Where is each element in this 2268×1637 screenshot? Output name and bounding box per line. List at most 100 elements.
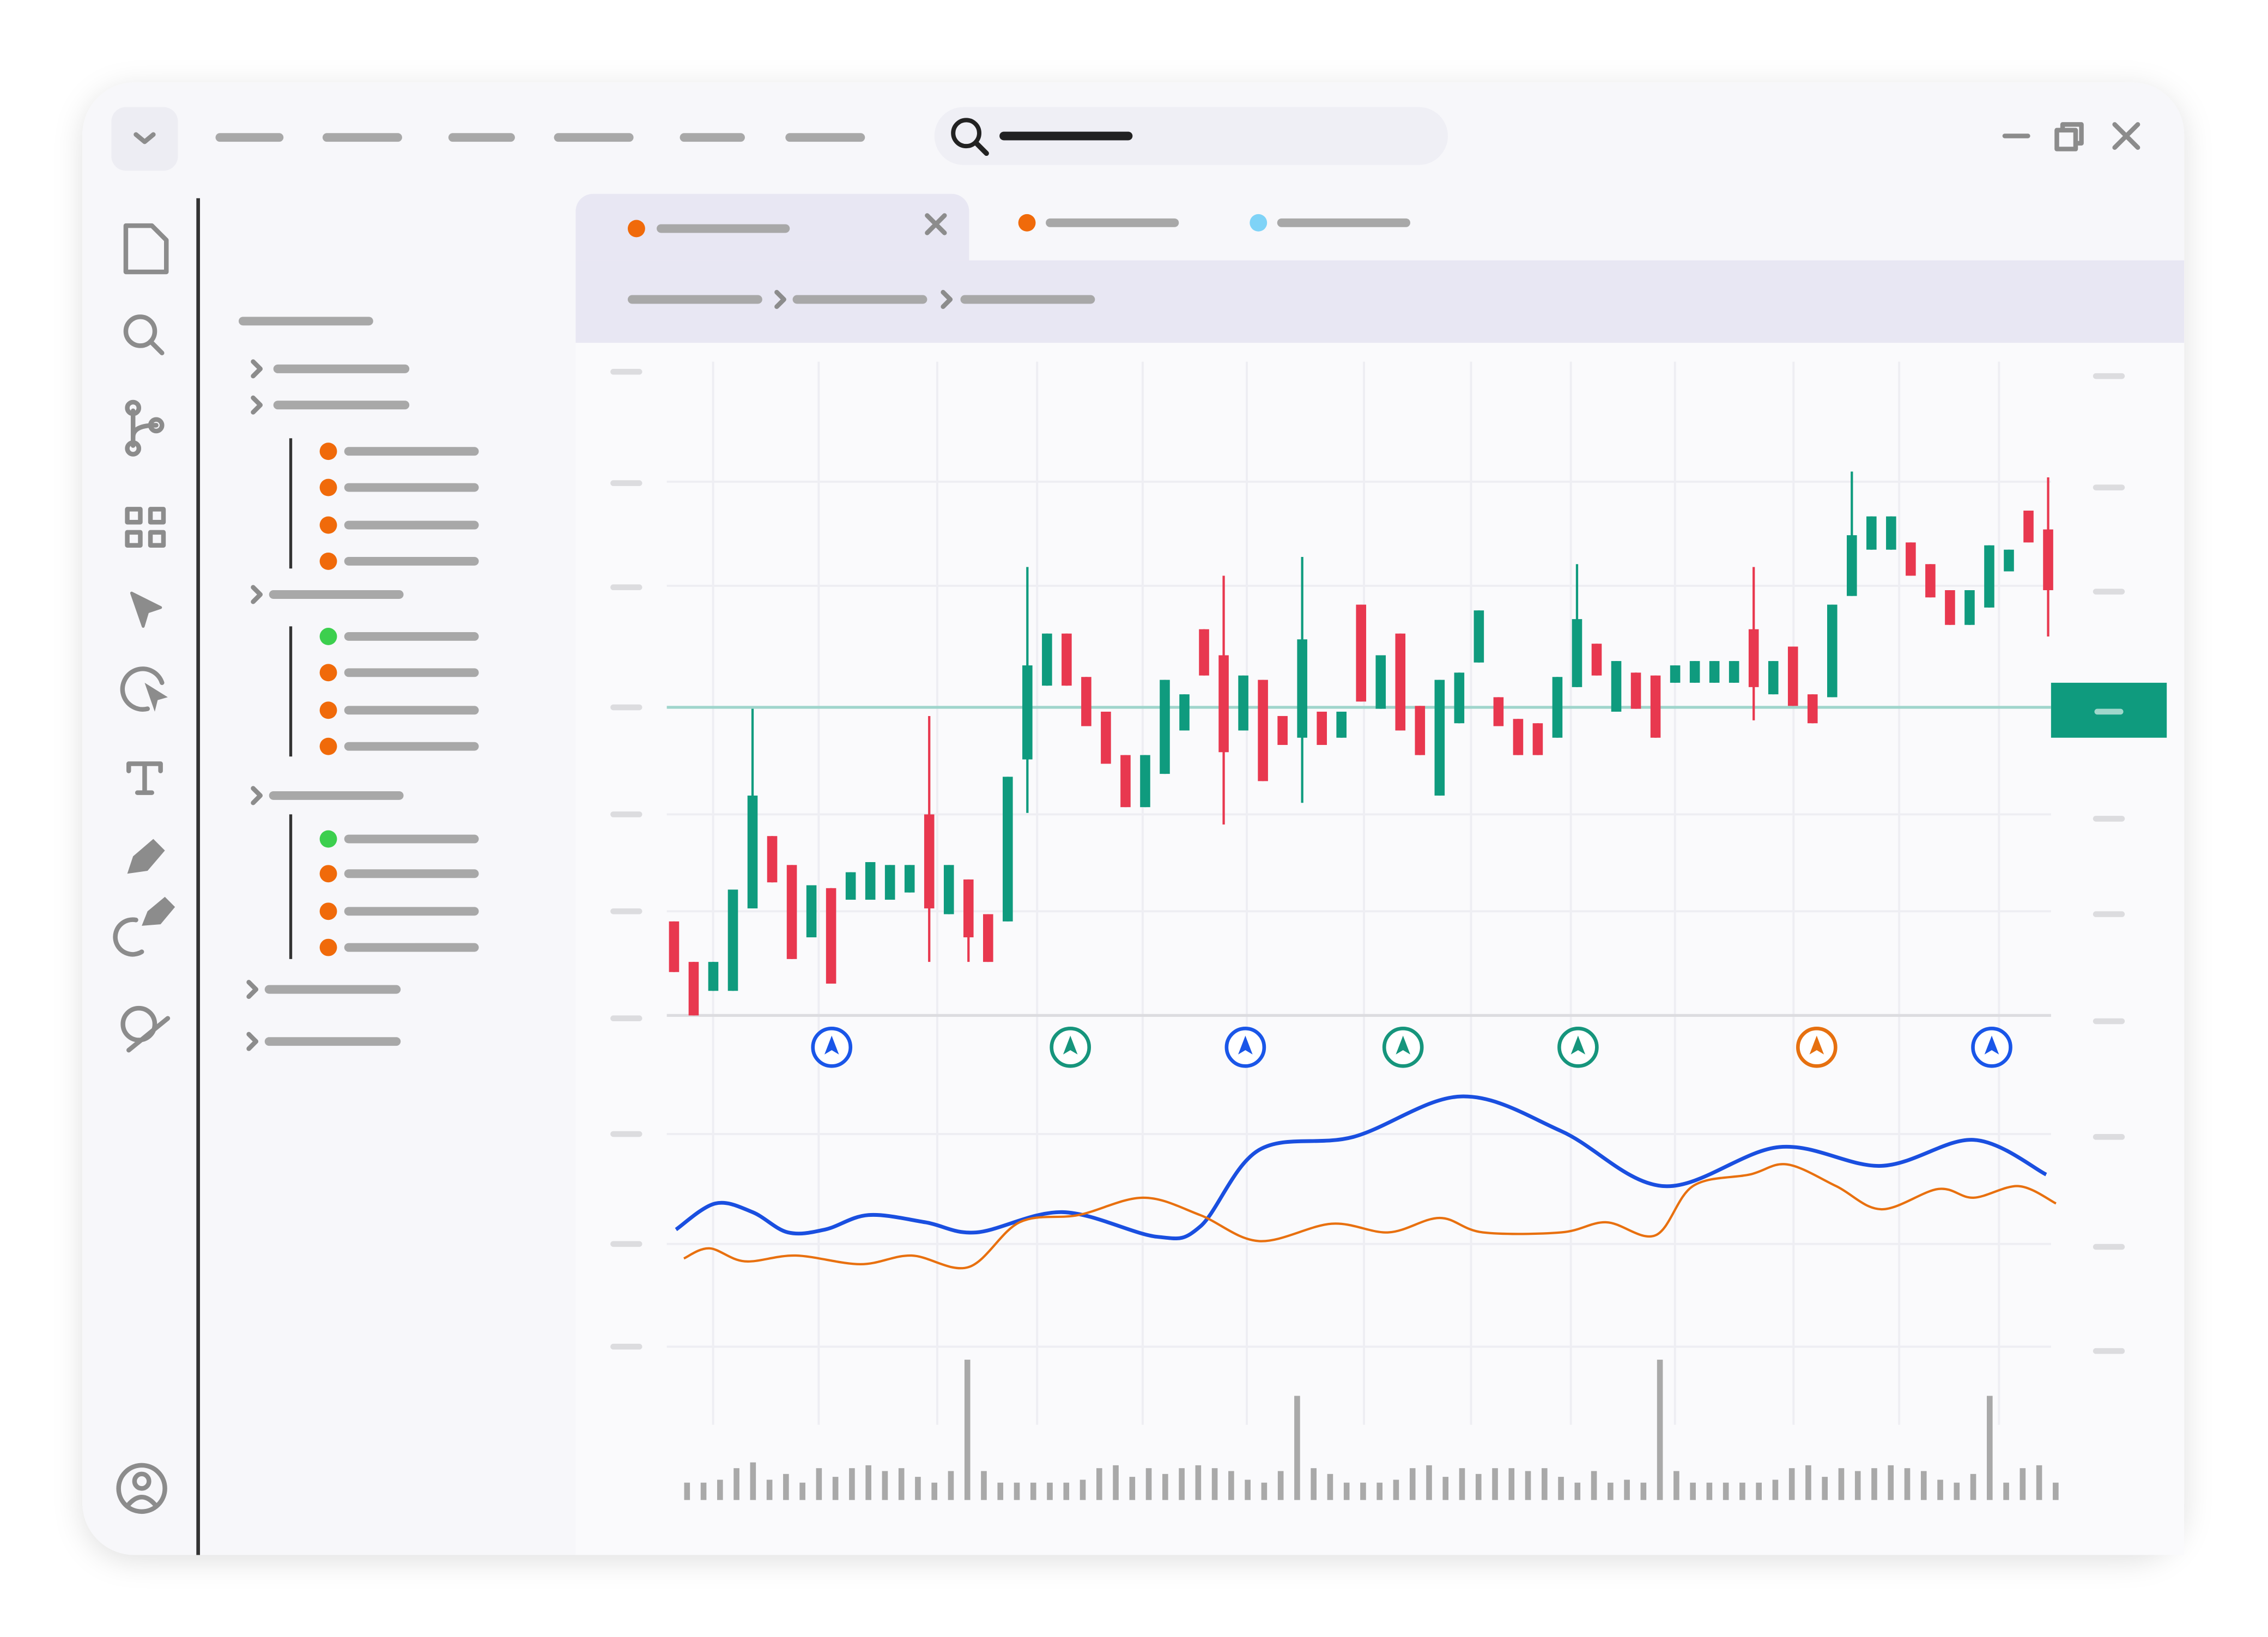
- volume-bar: [1360, 1482, 1366, 1500]
- volume-bar: [2036, 1465, 2042, 1500]
- volume-bar: [1014, 1482, 1020, 1500]
- candle-body: [1218, 655, 1229, 753]
- volume-bar: [1970, 1474, 1976, 1500]
- lasso-icon[interactable]: [120, 666, 165, 712]
- search-tool[interactable]: [123, 314, 157, 348]
- volume-bar: [1096, 1468, 1102, 1500]
- volume-bar: [1327, 1474, 1333, 1500]
- candle-body: [924, 814, 935, 908]
- candle-body: [2023, 511, 2034, 543]
- search-box[interactable]: [934, 107, 1448, 165]
- volume-bar: [1986, 1396, 1993, 1500]
- status-dot: [319, 442, 337, 460]
- volume-bar: [1558, 1477, 1564, 1500]
- candle-body: [1081, 677, 1091, 726]
- volume-bar: [1442, 1477, 1449, 1500]
- volume-bar: [1706, 1482, 1713, 1500]
- lasso-cursor: [144, 682, 168, 712]
- candle-body: [1199, 629, 1209, 676]
- volume-bar: [1673, 1471, 1679, 1500]
- candle-body: [688, 962, 699, 1016]
- close-button[interactable]: [2112, 122, 2140, 150]
- candle-body: [1964, 590, 1975, 625]
- signal-arrow: [1396, 1035, 1410, 1055]
- tree-chevron: [246, 980, 259, 999]
- candle-body: [1630, 672, 1641, 709]
- tree-chevron: [941, 289, 953, 310]
- volume-bar: [882, 1471, 888, 1500]
- candle-body: [1336, 711, 1347, 738]
- candle-body: [884, 865, 895, 900]
- account-icon[interactable]: [116, 1463, 167, 1514]
- candle-body: [1925, 564, 1936, 598]
- volume-bar: [849, 1468, 855, 1500]
- chevron-icon: [134, 132, 156, 144]
- candle-body: [1179, 694, 1190, 731]
- volume-bar: [948, 1471, 954, 1500]
- search-icon-handle: [974, 141, 989, 156]
- volume-bar: [1113, 1465, 1119, 1500]
- volume-bar: [1409, 1468, 1416, 1500]
- account-head: [132, 1471, 151, 1491]
- cursor-icon[interactable]: [130, 591, 162, 628]
- volume-bar: [981, 1471, 987, 1500]
- volume-bar: [1195, 1465, 1202, 1500]
- status-dot: [319, 516, 337, 534]
- candle-body: [1120, 755, 1131, 808]
- candle-body: [786, 865, 797, 959]
- volume-bar: [1657, 1360, 1663, 1500]
- volume-bar: [1261, 1482, 1268, 1500]
- volume-bar: [1788, 1468, 1795, 1500]
- volume-bar: [1888, 1465, 1894, 1500]
- volume-bar: [1690, 1482, 1696, 1500]
- status-dot: [319, 737, 337, 755]
- tab-close[interactable]: [925, 213, 947, 235]
- file-icon[interactable]: [123, 223, 169, 275]
- volume-bar: [1920, 1471, 1927, 1500]
- tab-dot: [1018, 214, 1036, 232]
- candle-body: [1258, 680, 1268, 781]
- candle-body: [826, 888, 836, 984]
- volume-bar: [1954, 1482, 1960, 1500]
- volume-bar: [1608, 1482, 1614, 1500]
- volume-bar: [1145, 1468, 1152, 1500]
- restore-button[interactable]: [2054, 122, 2084, 151]
- chart-area: [575, 343, 2185, 1555]
- candle-body: [1906, 542, 1916, 576]
- pen-icon[interactable]: [127, 839, 165, 874]
- grid-icon[interactable]: [125, 507, 166, 548]
- volume-bar: [931, 1482, 938, 1500]
- volume-bar: [750, 1462, 756, 1500]
- tab-dot: [1250, 214, 1268, 232]
- pen-curve-icon[interactable]: [142, 896, 175, 926]
- volume-bar: [1574, 1482, 1581, 1500]
- volume-bar: [1475, 1474, 1482, 1500]
- status-dot: [319, 938, 337, 956]
- candle-body: [1709, 661, 1720, 683]
- candle-body: [2004, 549, 2014, 572]
- signal-arrow: [1570, 1035, 1586, 1055]
- indicator-line: [675, 1094, 2047, 1240]
- search-tool-handle: [148, 339, 165, 355]
- volume-bar: [1525, 1471, 1531, 1500]
- volume-bar: [964, 1360, 971, 1500]
- volume-bar: [1541, 1468, 1548, 1500]
- candle-body: [1827, 604, 1838, 698]
- candle-body: [1493, 697, 1504, 726]
- status-dot: [319, 830, 337, 848]
- signal-arrow: [1984, 1035, 1999, 1055]
- candle-body: [1670, 665, 1681, 683]
- volume-bar: [1129, 1477, 1136, 1500]
- candle-body: [1611, 661, 1622, 712]
- volume-bar: [1756, 1482, 1762, 1500]
- candle-body: [1807, 694, 1818, 724]
- volume-bar: [1179, 1468, 1185, 1500]
- candle-body: [1572, 619, 1582, 687]
- volume-bar: [1871, 1468, 1877, 1500]
- candle-body: [943, 865, 954, 914]
- candle-body: [1140, 755, 1150, 808]
- indicator-line: [683, 1163, 2057, 1270]
- volume-bar: [1591, 1471, 1597, 1500]
- text-icon[interactable]: [126, 761, 163, 795]
- candle-body: [1532, 723, 1543, 755]
